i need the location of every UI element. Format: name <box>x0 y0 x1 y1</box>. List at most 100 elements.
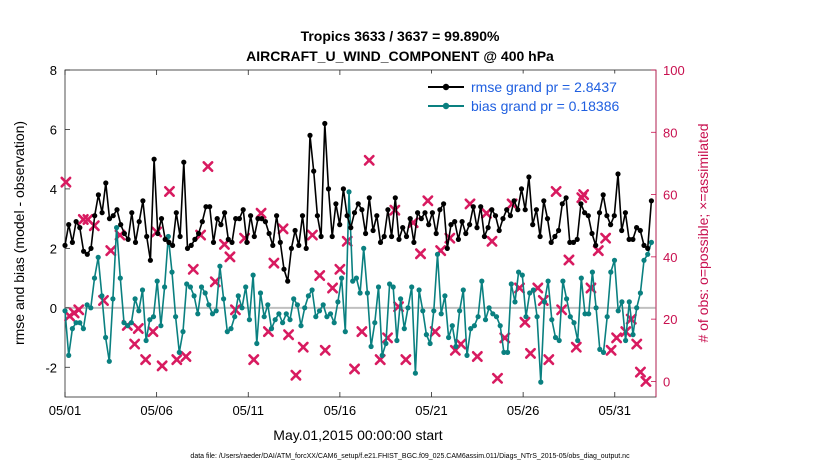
bias-point <box>446 334 452 341</box>
obs-point <box>349 363 361 375</box>
rmse-point <box>66 222 72 228</box>
rmse-point <box>166 239 172 245</box>
obs-center <box>160 363 165 368</box>
rmse-point <box>422 210 428 216</box>
bias-point <box>482 317 489 323</box>
x-tick-label: 05/11 <box>232 403 264 418</box>
bias-point <box>464 352 470 358</box>
bias-point <box>302 305 308 311</box>
rmse-point <box>62 242 68 248</box>
y-tick-label: 4 <box>50 182 57 197</box>
chart-title: Tropics 3633 / 3637 = 99.890% <box>301 28 500 44</box>
rmse-point <box>229 239 235 245</box>
bias-point <box>608 269 614 275</box>
rmse-point <box>225 236 231 242</box>
bias-point <box>239 305 245 311</box>
bias-point <box>99 293 105 299</box>
rmse-point <box>630 236 636 242</box>
bias-point <box>95 254 101 260</box>
bias-point <box>471 323 477 329</box>
obs-center <box>85 217 90 222</box>
bias-point <box>412 370 418 376</box>
obs-center <box>271 261 276 266</box>
obs-center <box>535 286 540 290</box>
bias-point <box>77 320 83 326</box>
bias-point <box>254 340 260 347</box>
rmse-point <box>199 219 205 225</box>
rmse-point <box>244 239 250 245</box>
y-tick-label-right: 60 <box>663 188 677 203</box>
obs-center <box>458 342 463 347</box>
bias-point <box>184 281 190 287</box>
rmse-point <box>648 198 655 204</box>
obs-center <box>63 180 68 185</box>
obs-center <box>117 233 122 238</box>
rmse-point <box>303 245 309 251</box>
rmse-point <box>77 225 83 231</box>
obs-center <box>301 345 306 350</box>
obs-center <box>213 279 218 284</box>
x-axis: 05/01 05/06 05/11 05/16 05/21 05/26 05/31 <box>49 70 631 418</box>
bias-point <box>268 326 275 332</box>
obs-center <box>574 345 579 350</box>
obs-center <box>596 248 601 253</box>
bias-point <box>560 278 566 284</box>
rmse-point <box>589 230 595 237</box>
rmse-point <box>307 132 313 138</box>
obs-center <box>293 373 298 378</box>
y-axis-label-right: # of obs: o=possible; ×=assimilated <box>695 123 711 342</box>
bias-point <box>589 269 596 275</box>
bias-point <box>637 290 644 296</box>
rmse-point <box>140 198 146 204</box>
rmse-point <box>507 213 513 219</box>
rmse-point <box>155 230 161 237</box>
rmse-point <box>344 213 350 219</box>
obs-center <box>337 267 342 272</box>
obs-center <box>378 357 383 362</box>
bias-point <box>534 314 540 320</box>
chart-subtitle: AIRCRAFT_U_WIND_COMPONENT @ 400 hPa <box>246 48 554 64</box>
obs-point <box>147 326 159 338</box>
bias-point <box>486 305 492 311</box>
bias-point <box>221 296 227 302</box>
obs-center <box>191 267 196 272</box>
obs-center <box>566 257 571 262</box>
y-tick-label: 8 <box>50 63 57 78</box>
bias-point <box>505 349 511 355</box>
bias-point <box>339 275 345 281</box>
bias-point <box>150 314 157 320</box>
bias-point <box>195 311 201 317</box>
bias-point <box>519 272 525 278</box>
rmse-point <box>407 216 413 222</box>
bias-point <box>427 340 433 347</box>
rmse-point <box>106 216 113 222</box>
obs-point <box>224 251 236 263</box>
rmse-point <box>518 186 525 192</box>
bias-point <box>490 311 496 317</box>
obs-point <box>202 161 214 173</box>
obs-center <box>323 348 328 353</box>
rmse-point <box>121 230 127 237</box>
rmse-point <box>459 219 465 225</box>
bias-point <box>593 305 599 311</box>
obs-point <box>283 329 295 341</box>
rmse-point <box>608 222 614 228</box>
bias-point <box>139 287 146 293</box>
rmse-point <box>492 213 499 219</box>
bias-point <box>394 337 400 344</box>
rmse-point <box>574 236 580 242</box>
obs-center <box>76 307 81 312</box>
bias-point <box>409 284 415 290</box>
bias-point <box>597 346 603 352</box>
rmse-point <box>604 213 610 219</box>
obs-point <box>491 372 503 384</box>
rmse-point <box>285 278 291 284</box>
bias-point <box>604 314 610 320</box>
bias-point <box>460 287 466 293</box>
bias-point <box>217 263 223 269</box>
obs-point <box>480 207 492 219</box>
obs-center <box>259 211 264 216</box>
rmse-point <box>411 239 417 245</box>
bias-point <box>582 311 588 317</box>
